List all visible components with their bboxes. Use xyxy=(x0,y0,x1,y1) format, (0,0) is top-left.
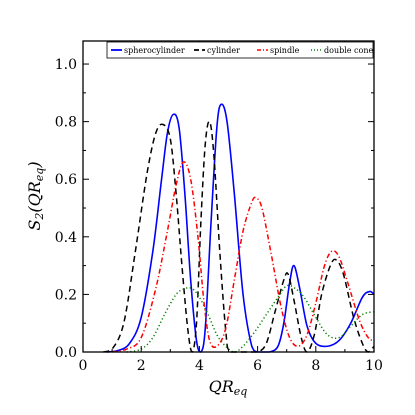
legend-item-spindle: spindle xyxy=(257,46,300,55)
x-tick-label: 0 xyxy=(79,358,88,374)
series-line-spherocylinder xyxy=(106,103,375,353)
legend-label-spherocylinder: spherocylinder xyxy=(124,46,185,55)
legend-label-cylinder: cylinder xyxy=(207,46,240,55)
y-tick-label: 0.4 xyxy=(55,230,77,246)
x-tick-label: 8 xyxy=(311,358,320,374)
x-axis-label: QReq xyxy=(209,377,248,398)
legend-box xyxy=(106,41,374,59)
y-tick-label: 0.8 xyxy=(55,115,77,131)
y-axis-label: S2(QReq) xyxy=(25,161,46,230)
x-tick-label: 4 xyxy=(195,358,204,374)
legend-item-spherocylinder: spherocylinder xyxy=(111,46,185,55)
series-line-spindle xyxy=(111,161,375,353)
x-tick-label: 6 xyxy=(253,358,262,374)
y-tick-label: 0.0 xyxy=(55,345,77,361)
legend-item-cylinder: cylinder xyxy=(194,46,240,55)
legend-label-double-cone: double cone xyxy=(324,46,373,55)
plot-lines xyxy=(103,103,375,353)
y-tick-labels: 0.0 0.2 0.4 0.6 0.8 1.0 xyxy=(55,57,77,361)
x-tick-label: 2 xyxy=(137,358,146,374)
y-tick-label: 0.2 xyxy=(55,287,77,303)
x-tick-labels: 0 2 4 6 8 10 xyxy=(79,358,383,374)
x-tick-label: 10 xyxy=(365,358,383,374)
legend: spherocylinder cylinder spindle double c… xyxy=(106,41,374,59)
y-tick-label: 0.6 xyxy=(55,172,77,188)
legend-label-spindle: spindle xyxy=(270,46,300,55)
legend-item-double-cone: double cone xyxy=(311,46,373,55)
y-tick-label: 1.0 xyxy=(55,57,77,73)
